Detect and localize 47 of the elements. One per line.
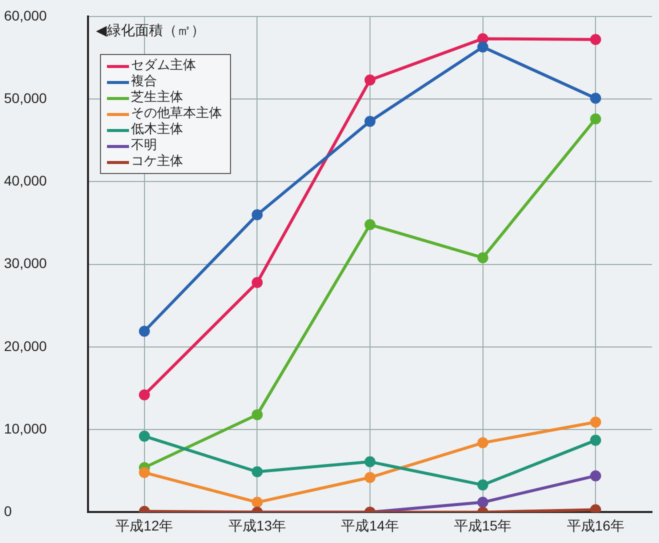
y-tick-label: 10,000 bbox=[4, 420, 48, 436]
point bbox=[477, 437, 488, 448]
point bbox=[477, 479, 488, 490]
point bbox=[477, 496, 488, 508]
legend-label: 不明 bbox=[131, 138, 157, 154]
legend-label: その他草本主体 bbox=[131, 106, 222, 122]
point bbox=[590, 34, 602, 46]
legend-label: 低木主体 bbox=[131, 122, 183, 138]
point bbox=[590, 504, 602, 512]
y-tick-label: 60,000 bbox=[4, 7, 48, 24]
point bbox=[252, 209, 263, 220]
y-axis-title: ◀緑化面積（㎡） bbox=[96, 23, 205, 40]
point bbox=[138, 430, 150, 442]
point bbox=[138, 389, 150, 400]
point bbox=[252, 496, 263, 508]
point bbox=[252, 466, 263, 478]
point bbox=[477, 33, 488, 44]
point bbox=[138, 467, 150, 478]
point bbox=[590, 113, 602, 124]
x-tick-label: 平成16年 bbox=[566, 517, 624, 534]
point bbox=[590, 470, 602, 482]
point bbox=[364, 472, 376, 483]
y-tick-label: 0 bbox=[4, 503, 12, 520]
point bbox=[590, 92, 602, 104]
point bbox=[590, 434, 602, 446]
legend-label: 芝生主体 bbox=[131, 90, 183, 106]
y-tick-label: 50,000 bbox=[4, 90, 48, 106]
point bbox=[364, 456, 376, 468]
point bbox=[252, 276, 263, 288]
y-tick-label: 40,000 bbox=[4, 172, 48, 189]
point bbox=[252, 409, 263, 420]
legend-label: セダム主体 bbox=[131, 58, 196, 74]
point bbox=[138, 326, 150, 337]
y-tick-label: 20,000 bbox=[4, 338, 48, 354]
x-tick-label: 平成14年 bbox=[341, 517, 399, 534]
legend-label: 複合 bbox=[131, 74, 157, 90]
x-tick-label: 平成12年 bbox=[116, 517, 174, 534]
x-tick-label: 平成15年 bbox=[454, 517, 512, 534]
point bbox=[590, 416, 602, 428]
point bbox=[364, 219, 376, 230]
point bbox=[477, 252, 488, 264]
point bbox=[477, 41, 488, 52]
point bbox=[364, 116, 376, 127]
y-tick-label: 30,000 bbox=[4, 255, 48, 272]
x-tick-label: 平成13年 bbox=[228, 517, 286, 534]
legend-label: コケ主体 bbox=[131, 154, 183, 170]
point bbox=[364, 74, 376, 86]
